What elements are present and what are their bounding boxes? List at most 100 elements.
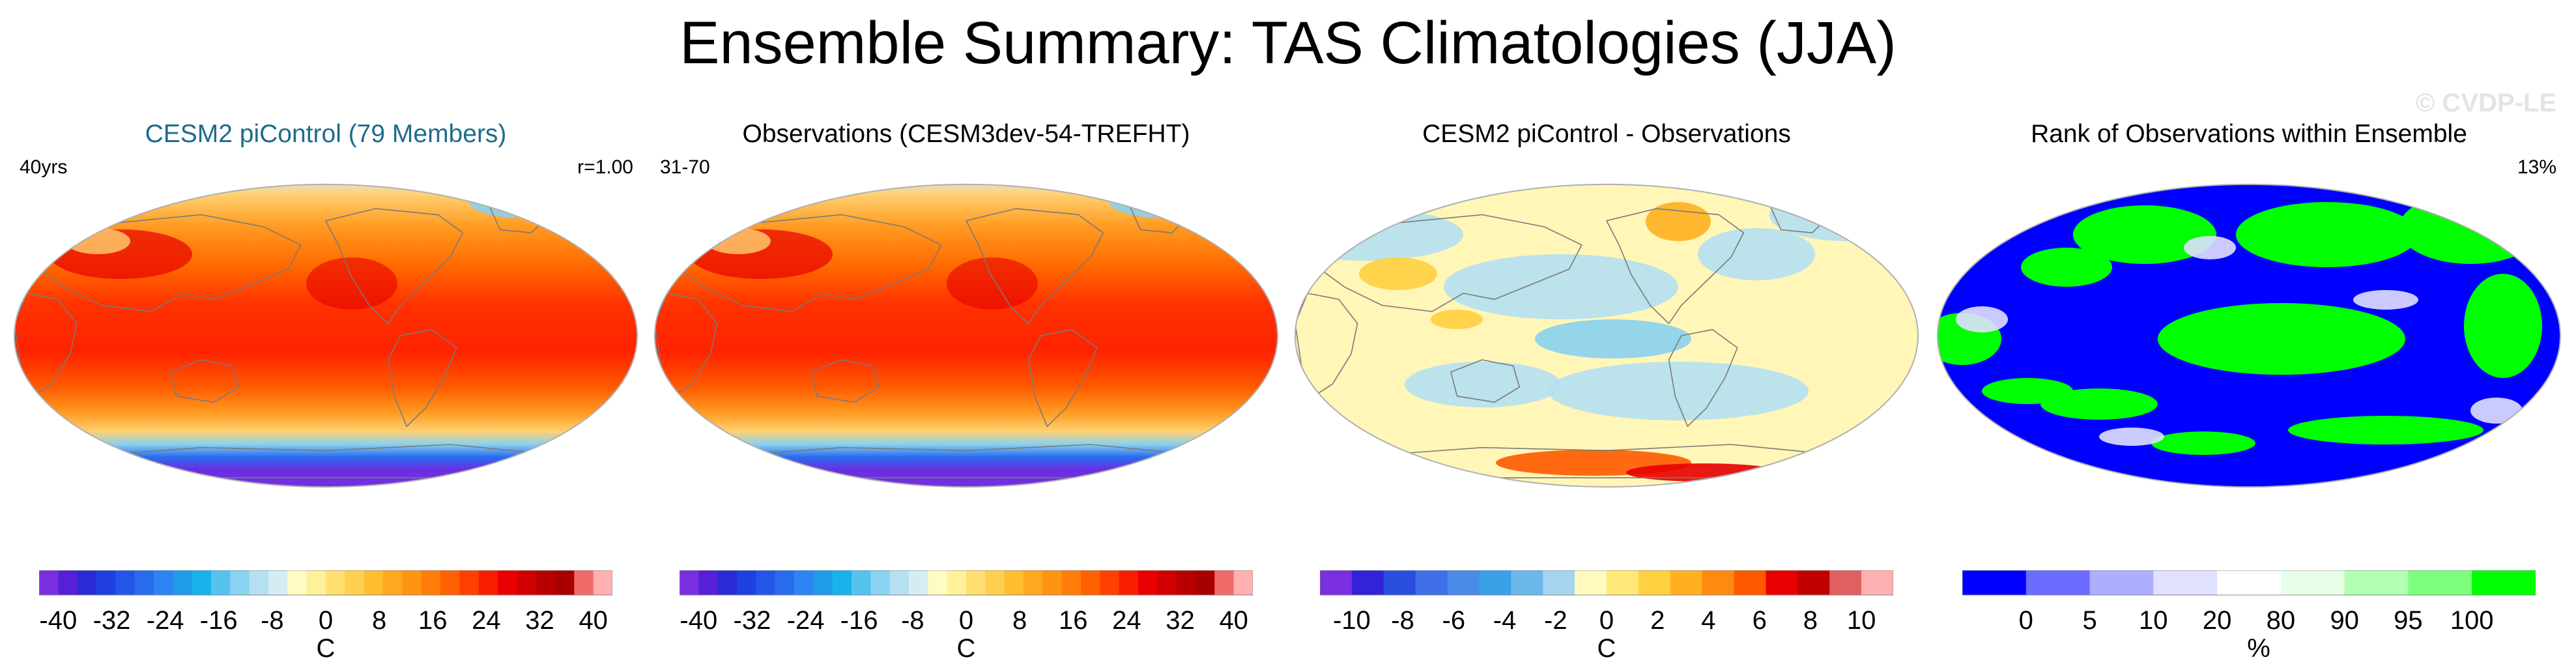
- colorbar-tick-label: 20: [2203, 606, 2232, 635]
- colorbar-swatch: [1233, 570, 1253, 595]
- colorbar-unit-label: %: [2247, 634, 2270, 662]
- coastline-namerica: [966, 208, 1104, 325]
- coastline-africa: [1295, 293, 1358, 397]
- map-border: [1294, 184, 1919, 488]
- colorbar-swatch: [1157, 570, 1177, 595]
- colorbar-tick-label: -40: [680, 606, 717, 635]
- colorbar-swatch: [459, 570, 479, 595]
- colorbar-swatch: [2217, 570, 2282, 595]
- colorbar-tick-label: -6: [1442, 606, 1466, 635]
- colorbar-swatch: [1138, 570, 1158, 595]
- colorbar-difference: -10 -8 -6 -4 -2 0 2 4 6 8 10 C: [1320, 570, 1893, 662]
- colorbar-swatch: [909, 570, 928, 595]
- colorbar-tick-label: 6: [1753, 606, 1767, 635]
- colorbar-swatch: [421, 570, 441, 595]
- colorbar-swatch: [1320, 570, 1352, 595]
- coastline-namerica: [325, 208, 464, 325]
- colorbar-swatch: [96, 570, 116, 595]
- colorbar-swatch: [737, 570, 756, 595]
- coastline-samerica: [1668, 328, 1738, 427]
- colorbar-swatch: [889, 570, 909, 595]
- panel-rank: Rank of Observations within Ensemble 13%…: [1930, 111, 2568, 665]
- colorbar-swatch: [794, 570, 814, 595]
- colorbar-swatch: [717, 570, 737, 595]
- colorbar-tick-label: 10: [2139, 606, 2168, 635]
- colorbar-tick-label: 16: [418, 606, 448, 635]
- colorbar-swatch: [1061, 570, 1081, 595]
- colorbar-tick-label: 10: [1847, 606, 1876, 635]
- colorbar-swatch: [2089, 570, 2154, 595]
- colorbar-tick-label: 32: [525, 606, 554, 635]
- colorbar-swatch: [1797, 570, 1830, 595]
- colorbar-swatch: [1351, 570, 1384, 595]
- colorbar-swatch: [1575, 570, 1607, 595]
- colorbar-tick-label: 0: [1599, 606, 1614, 635]
- colorbar-tick-label: 2: [1650, 606, 1665, 635]
- colorbar-unit-label: C: [317, 634, 336, 662]
- panel-title: CESM2 piControl (79 Members): [145, 120, 507, 148]
- colorbar-swatch: [1543, 570, 1575, 595]
- colorbar-tick-label: 40: [1219, 606, 1248, 635]
- panel-title: Observations (CESM3dev-54-TREFHT): [742, 120, 1190, 148]
- coastline-australia: [810, 359, 880, 403]
- colorbar-swatch: [2472, 570, 2536, 595]
- colorbar-swatch: [173, 570, 193, 595]
- coastline-australia: [1450, 359, 1520, 403]
- colorbar-swatch: [268, 570, 288, 595]
- colorbar-swatch: [383, 570, 403, 595]
- colorbar-swatch: [1962, 570, 2027, 595]
- colorbar-swatch: [852, 570, 871, 595]
- colorbar-swatch: [115, 570, 136, 595]
- colorbar-tick-label: 0: [319, 606, 333, 635]
- colorbar-swatch: [230, 570, 250, 595]
- colorbar-swatch: [1702, 570, 1735, 595]
- panel-observations-climatology: Observations (CESM3dev-54-TREFHT) 31-70 …: [647, 111, 1285, 665]
- colorbar-swatch: [832, 570, 852, 595]
- rank-percent-label: 13%: [2517, 156, 2556, 178]
- colorbar-tick-label: 16: [1059, 606, 1088, 635]
- colorbar-tick-label: 24: [472, 606, 501, 635]
- colorbar-tick-label: 80: [2267, 606, 2296, 635]
- colorbar-tick-label: -10: [1333, 606, 1371, 635]
- panel-difference: CESM2 piControl - Observations -10 -8 -6 -4…: [1287, 111, 1926, 665]
- years-label: 40yrs: [20, 156, 68, 178]
- map-field: [14, 184, 638, 488]
- colorbar-swatch: [1511, 570, 1543, 595]
- colorbar-swatch: [326, 570, 345, 595]
- colorbar-swatch: [1479, 570, 1511, 595]
- colorbar-swatch: [1638, 570, 1671, 595]
- colorbar-tick-label: -40: [39, 606, 77, 635]
- colorbar-tick-label: -2: [1544, 606, 1567, 635]
- colorbar-swatch: [1023, 570, 1043, 595]
- colorbar-tick-label: 100: [2450, 606, 2494, 635]
- map-observations-climatology: [653, 184, 1279, 488]
- colorbar-swatch: [1447, 570, 1480, 595]
- colorbar-tick-label: -16: [200, 606, 238, 635]
- colorbar-tick-label: 32: [1166, 606, 1195, 635]
- colorbar-swatch: [2280, 570, 2345, 595]
- coastline-eurasia: [1313, 214, 1582, 312]
- years-label: 31-70: [660, 156, 710, 178]
- colorbar-tick-label: 0: [959, 606, 973, 635]
- colorbar-unit-label: C: [1597, 634, 1616, 662]
- pattern-correlation-label: r=1.00: [577, 156, 633, 178]
- coastline-eurasia: [32, 214, 302, 312]
- colorbar-swatch: [1004, 570, 1024, 595]
- map-border: [1936, 184, 2562, 488]
- colorbar-swatch: [249, 570, 269, 595]
- colorbar-swatch: [154, 570, 173, 595]
- coastline-eurasia: [672, 214, 942, 312]
- colorbar-swatch: [517, 570, 537, 595]
- colorbar-swatch: [58, 570, 78, 595]
- panel-model-climatology: CESM2 piControl (79 Members) 40yrs r=1.0…: [7, 111, 645, 665]
- colorbar-tick-label: -16: [840, 606, 878, 635]
- colorbar-swatch: [870, 570, 891, 595]
- colorbar-swatch: [2344, 570, 2409, 595]
- map-field: [1295, 184, 1919, 488]
- panel-title: CESM2 piControl - Observations: [1422, 120, 1791, 148]
- colorbar-tick-label: 24: [1112, 606, 1141, 635]
- colorbar-swatch: [1829, 570, 1862, 595]
- colorbar-swatch: [211, 570, 231, 595]
- colorbar-swatch: [134, 570, 154, 595]
- colorbar-observations-climatology: -40 -32 -24 -16 -8 0 8 16 24 32 40 C: [680, 570, 1253, 662]
